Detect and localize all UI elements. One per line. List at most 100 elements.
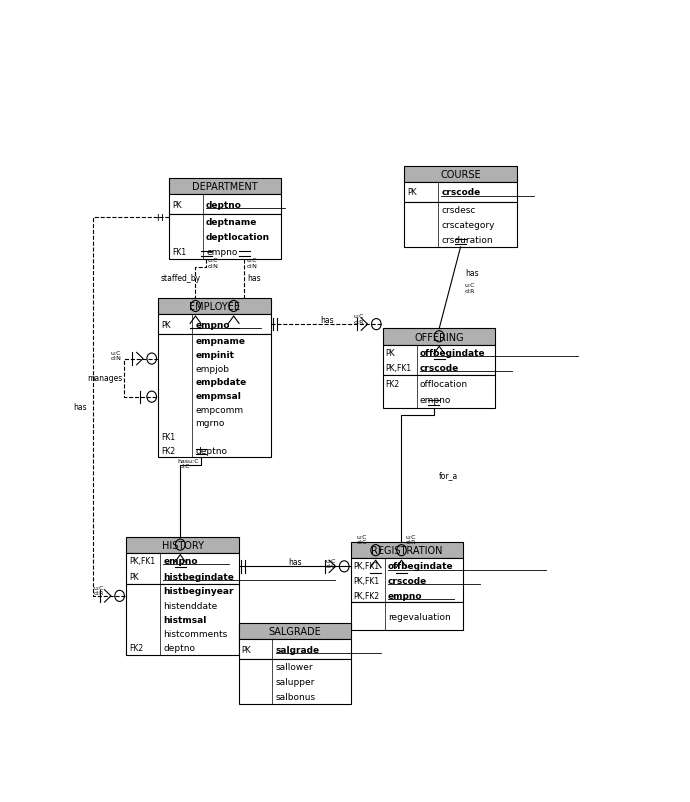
Text: manages: manages [88,374,123,383]
Text: u:C: u:C [94,585,104,590]
Text: u:C
d:N: u:C d:N [246,257,257,269]
Bar [404,202,517,248]
Text: u:C: u:C [465,283,475,288]
Text: u:C: u:C [353,314,364,318]
Text: d:C: d:C [179,463,190,468]
Text: histcomments: histcomments [164,630,228,638]
Text: REGISTRATION: REGISTRATION [371,545,443,556]
Text: d:R: d:R [465,289,475,294]
Text: u:C: u:C [357,534,368,539]
Text: PK: PK [129,572,139,581]
Text: has: has [320,315,334,324]
Text: d:R: d:R [353,319,364,324]
Bar [383,329,495,345]
Text: histmsal: histmsal [164,615,206,624]
Text: empno: empno [388,591,422,600]
Bar [383,376,495,408]
Text: salbonus: salbonus [275,692,316,702]
Text: has: has [288,557,302,566]
Text: EMPLOYEE: EMPLOYEE [189,302,240,312]
Text: empinit: empinit [195,350,235,359]
Text: FK2: FK2 [161,446,175,456]
Text: deptno: deptno [164,643,195,653]
Text: PK: PK [407,188,417,197]
Bar [126,537,239,553]
Text: regevaluation: regevaluation [388,612,451,621]
Text: u:C
d:N: u:C d:N [207,257,218,269]
Text: PK: PK [386,348,395,358]
Text: PK: PK [241,645,251,654]
Text: empname: empname [195,337,246,346]
Text: empjob: empjob [195,364,229,373]
Bar [169,195,282,215]
Text: empno: empno [164,557,198,565]
Text: u:C: u:C [406,534,416,539]
Text: deptname: deptname [206,218,257,227]
Bar [159,334,270,457]
Bar [159,315,270,334]
Text: u:C: u:C [110,350,121,355]
Text: FK2: FK2 [129,643,143,653]
Text: crscategory: crscategory [442,221,495,229]
Text: staffed_by: staffed_by [161,274,201,283]
Text: DEPARTMENT: DEPARTMENT [193,182,258,192]
Text: deptno: deptno [206,200,242,209]
Text: salupper: salupper [275,678,315,687]
Text: offbegindate: offbegindate [420,348,486,358]
Text: empmsal: empmsal [195,391,242,400]
Text: offlocation: offlocation [420,379,468,388]
Bar [239,659,351,704]
Text: empcomm: empcomm [195,405,244,414]
Bar [404,167,517,183]
Text: d:N: d:N [110,356,121,361]
Text: PK,FK1: PK,FK1 [353,576,380,585]
Text: FK2: FK2 [386,379,400,388]
Bar [169,215,282,260]
Bar [159,299,270,315]
Text: PK,FK1: PK,FK1 [386,364,412,373]
Text: offbegindate: offbegindate [388,561,453,570]
Text: has: has [465,269,478,277]
Text: deptno: deptno [195,446,227,456]
Text: histbeginyear: histbeginyear [164,587,234,596]
Bar [126,553,239,584]
Text: for_a: for_a [439,471,458,480]
Bar [239,640,351,659]
Text: d:R: d:R [406,540,416,545]
Bar [239,624,351,640]
Text: mgrno: mgrno [195,419,225,427]
Text: u:C: u:C [325,558,336,563]
Text: crsduration: crsduration [442,236,493,245]
Text: hasu:C: hasu:C [177,458,199,463]
Text: H: H [156,213,163,222]
Text: histenddate: histenddate [164,601,217,610]
Bar [351,602,463,630]
Text: PK: PK [172,200,181,209]
Text: sallower: sallower [275,662,313,671]
Bar [404,183,517,202]
Text: FK1: FK1 [172,248,186,257]
Bar [351,559,463,602]
Text: deptlocation: deptlocation [206,233,270,242]
Text: crscode: crscode [420,364,459,373]
Bar [126,584,239,655]
Text: d:C: d:C [325,564,336,569]
Text: has: has [74,403,88,411]
Text: COURSE: COURSE [440,170,481,180]
Text: crsdesc: crsdesc [442,205,475,214]
Text: FK1: FK1 [161,432,175,442]
Text: empno: empno [420,395,451,404]
Text: SALGRADE: SALGRADE [268,626,321,637]
Text: empbdate: empbdate [195,378,246,387]
Text: has: has [247,274,261,283]
Text: d:C: d:C [357,540,368,545]
Text: histbegindate: histbegindate [164,572,234,581]
Text: PK,FK1: PK,FK1 [353,561,380,570]
Text: crscode: crscode [388,576,427,585]
Text: empno: empno [195,320,230,330]
Text: OFFERING: OFFERING [415,332,464,342]
Text: salgrade: salgrade [275,645,319,654]
Text: PK: PK [161,320,170,330]
Text: PK,FK2: PK,FK2 [353,591,380,600]
Bar [169,179,282,195]
